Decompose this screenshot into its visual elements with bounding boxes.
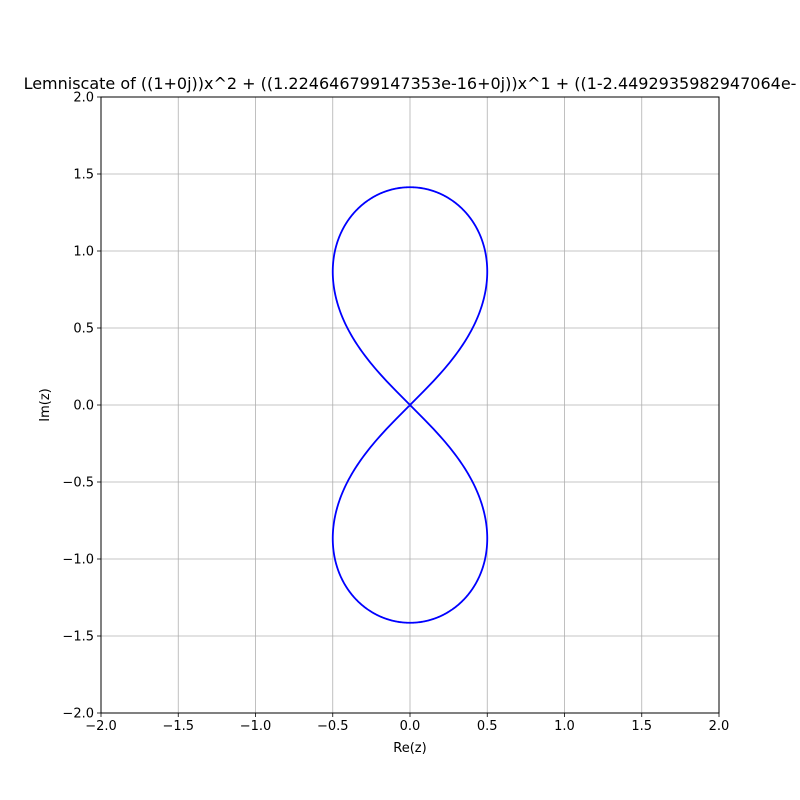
x-tick-label: −1.0 bbox=[240, 719, 272, 734]
x-axis-label: Re(z) bbox=[393, 741, 426, 756]
x-tick-label: −2.0 bbox=[85, 719, 117, 734]
x-tick-label: 0.0 bbox=[400, 719, 421, 734]
y-tick-label: −1.5 bbox=[62, 630, 94, 645]
curve-layer bbox=[331, 186, 489, 624]
x-tick-label: −1.5 bbox=[162, 719, 194, 734]
x-tick-label: 0.5 bbox=[477, 719, 498, 734]
y-axis: −2.0 −1.5 −1.0 −0.5 0.0 0.5 1.0 1.5 2.0 bbox=[62, 91, 101, 722]
chart-title: Lemniscate of ((1+0j))x^2 + ((1.22464679… bbox=[24, 74, 797, 93]
x-tick-label: −0.5 bbox=[317, 719, 349, 734]
y-tick-label: 1.5 bbox=[73, 168, 94, 183]
y-tick-label: −2.0 bbox=[62, 707, 94, 722]
y-axis-label: Im(z) bbox=[38, 388, 53, 421]
x-axis: −2.0 −1.5 −1.0 −0.5 0.0 0.5 1.0 1.5 2.0 bbox=[85, 713, 729, 734]
y-tick-label: 1.0 bbox=[73, 245, 94, 260]
y-tick-label: 2.0 bbox=[73, 91, 94, 106]
y-tick-label: 0.5 bbox=[73, 322, 94, 337]
y-tick-label: −0.5 bbox=[62, 476, 94, 491]
x-tick-label: 1.0 bbox=[554, 719, 575, 734]
y-tick-label: 0.0 bbox=[73, 399, 94, 414]
series-line bbox=[331, 186, 489, 624]
x-tick-label: 1.5 bbox=[631, 719, 652, 734]
y-tick-label: −1.0 bbox=[62, 553, 94, 568]
x-tick-label: 2.0 bbox=[709, 719, 730, 734]
